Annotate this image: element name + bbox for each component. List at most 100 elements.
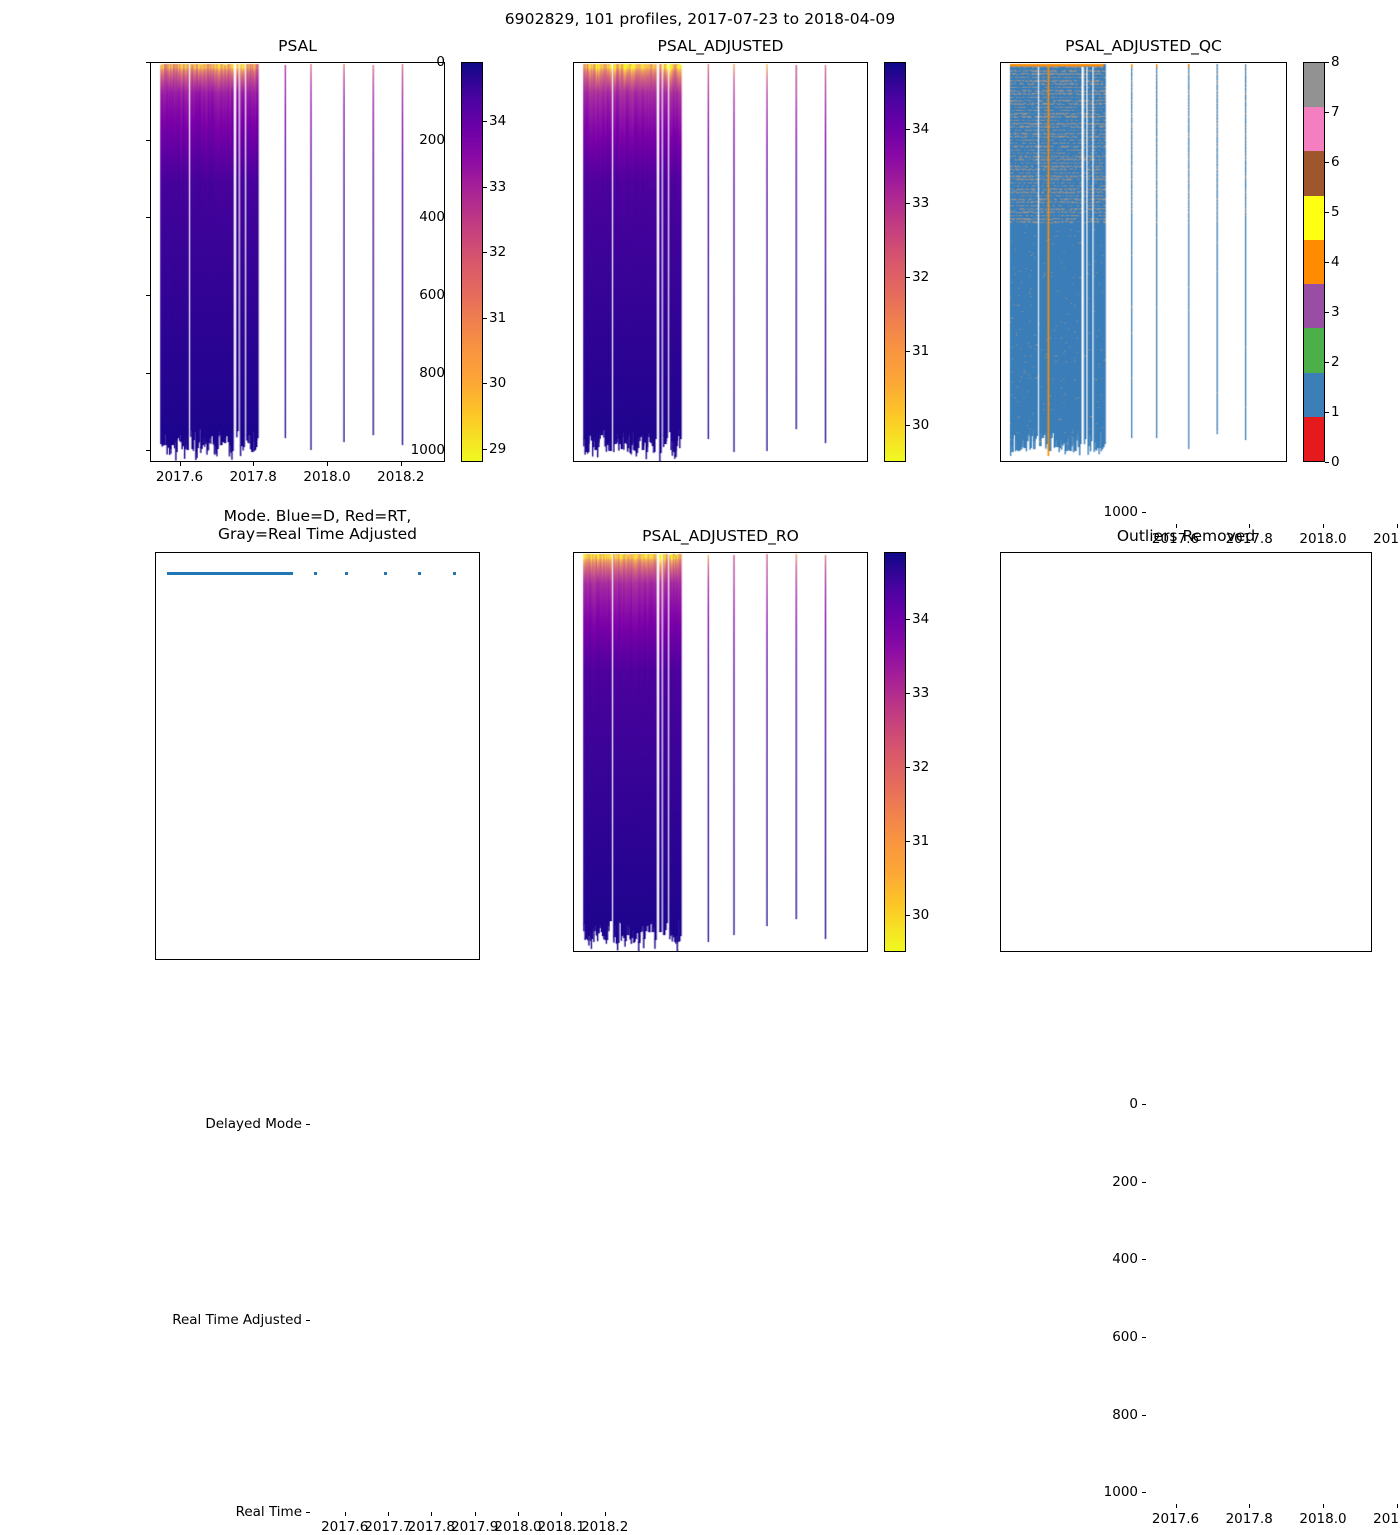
colorbar-tick-label: 31 <box>912 832 930 849</box>
colorbar-qc <box>1303 62 1325 462</box>
x-tick-label: 2018.2 <box>1373 1511 1400 1527</box>
y-tickmark <box>146 217 150 219</box>
x-tickmark <box>1175 524 1177 528</box>
axes-psal[interactable] <box>150 62 445 462</box>
panel-mode: Mode. Blue=D, Red=RT, Gray=Real Time Adj… <box>155 507 628 1535</box>
y-tick-label: 800 <box>1000 427 1400 443</box>
axes-outliers-removed[interactable] <box>1000 552 1372 952</box>
colorbar-tick-label: 31 <box>489 309 507 326</box>
colorbar-tick-label: 30 <box>912 417 930 433</box>
x-tickmark <box>400 462 402 466</box>
y-tickmark <box>146 295 150 297</box>
colorbar-tickmark <box>483 448 487 450</box>
colorbar-tickmark <box>906 915 910 917</box>
mode-scatter <box>156 553 479 959</box>
y-tick-label: 1000 <box>1000 1496 1400 1512</box>
colorbar-tick-label: 34 <box>912 120 930 137</box>
y-tickmark <box>306 1512 310 1514</box>
colorbar-tick-label: 7 <box>1331 104 1340 120</box>
qc-colorbar-segment <box>1304 239 1324 285</box>
colorbar-tick-label: 5 <box>1331 204 1340 220</box>
y-tick-label: 1000 <box>410 442 445 459</box>
x-tick-label: 2017.9 <box>451 1519 499 1535</box>
y-tickmark <box>1142 1492 1146 1494</box>
colorbar-tick-label: 33 <box>912 684 930 701</box>
y-tick-label: 200 <box>419 131 445 148</box>
x-tick-label: 2018.2 <box>1373 531 1400 547</box>
y-tick-label: 400 <box>1000 1256 1400 1272</box>
axes-psal-adjusted-qc[interactable] <box>1000 62 1287 462</box>
y-tickmark <box>306 1320 310 1322</box>
qc-colorbar-segment <box>1304 416 1324 461</box>
colorbar-tickmark <box>1325 312 1329 314</box>
colorbar-tickmark <box>906 276 910 278</box>
axes-psal-adjusted[interactable] <box>573 62 868 462</box>
qc-colorbar-segment <box>1304 107 1324 152</box>
psal-adjusted-qc-heatmap <box>1001 63 1286 461</box>
panel-psal-adjusted-ro-title: PSAL_ADJUSTED_RO <box>642 527 799 545</box>
panel-outliers-removed: Outliers Removed 2017.42017.62017.82018.… <box>1000 527 1372 952</box>
x-tick-label: 2017.6 <box>321 1519 369 1535</box>
axes-mode[interactable] <box>155 552 480 960</box>
y-tickmark <box>146 139 150 141</box>
panel-psal-adjusted-qc-title: PSAL_ADJUSTED_QC <box>1065 37 1222 55</box>
colorbar-tickmark <box>1325 262 1329 264</box>
colorbar-tickmark <box>906 766 910 768</box>
x-tickmark <box>1323 524 1325 528</box>
y-tickmark <box>306 1124 310 1126</box>
psal-adjusted-ro-heatmap <box>574 553 867 951</box>
qc-colorbar-segment <box>1304 63 1324 108</box>
colorbar-tick-label: 8 <box>1331 54 1340 70</box>
x-tick-label: 2018.0 <box>1299 531 1347 547</box>
colorbar-tickmark <box>906 425 910 427</box>
mode-point <box>290 571 294 575</box>
axes-psal-adjusted-ro[interactable] <box>573 552 868 952</box>
x-tick-label: 2017.6 <box>155 469 204 485</box>
colorbar-psal <box>461 62 483 462</box>
colorbar-tickmark <box>1325 212 1329 214</box>
colorbar-tickmark <box>1325 462 1329 464</box>
x-tickmark <box>604 1512 606 1516</box>
x-tickmark <box>327 462 329 466</box>
y-tickmark <box>1142 512 1146 514</box>
y-tick-label: 800 <box>419 364 445 381</box>
qc-colorbar-segment <box>1304 151 1324 196</box>
colorbar-tickmark <box>906 350 910 352</box>
colorbar-psal-adjusted-ro <box>884 552 906 952</box>
mode-point <box>344 571 348 575</box>
x-tick-label: 2018.2 <box>581 1519 629 1535</box>
x-tick-label: 2017.8 <box>1225 531 1273 547</box>
colorbar-tick-label: 6 <box>1331 154 1340 170</box>
colorbar-tickmark <box>906 692 910 694</box>
y-tick-label: 1000 <box>1103 504 1138 521</box>
y-tickmark <box>146 450 150 452</box>
panel-psal: PSAL 2017.6 2017.8 2018.0 2018.2 0 200 400 600 8… <box>146 37 445 485</box>
mode-point <box>418 571 422 575</box>
x-tick-label: 2017.6 <box>1151 531 1200 547</box>
panel-psal-title: PSAL <box>278 37 317 55</box>
x-tickmark <box>388 1512 390 1516</box>
x-tickmark <box>474 1512 476 1516</box>
colorbar-tick-label: 0 <box>1331 454 1340 470</box>
y-tickmark <box>146 62 150 64</box>
x-tickmark <box>344 1512 346 1516</box>
x-tick-label: 2017.8 <box>1225 1511 1273 1527</box>
colorbar-tick-label: 33 <box>489 178 507 195</box>
colorbar-tickmark <box>483 252 487 254</box>
colorbar-tickmark <box>483 383 487 385</box>
colorbar-tick-label: 34 <box>912 610 930 627</box>
colorbar-tick-label: 4 <box>1331 254 1340 270</box>
x-tick-label: 2017.8 <box>407 1519 455 1535</box>
panel-psal-adjusted: PSAL_ADJUSTED 2017.6 2017.8 2018.0 2018.2 0 2… <box>573 37 1400 547</box>
mode-point <box>452 571 456 575</box>
qc-colorbar-segment <box>1304 372 1324 417</box>
mode-point <box>383 571 387 575</box>
x-tickmark <box>1396 524 1398 528</box>
y-tick-label: Delayed Mode <box>205 1116 302 1132</box>
colorbar-tick-label: 34 <box>489 113 507 129</box>
colorbar-tickmark <box>483 121 487 123</box>
y-tick-label: 0 <box>1000 1096 1400 1112</box>
colorbar-tick-label: 3 <box>1331 304 1340 320</box>
y-tick-label: 0 <box>436 54 445 70</box>
x-tick-label: 2018.0 <box>494 1519 542 1535</box>
